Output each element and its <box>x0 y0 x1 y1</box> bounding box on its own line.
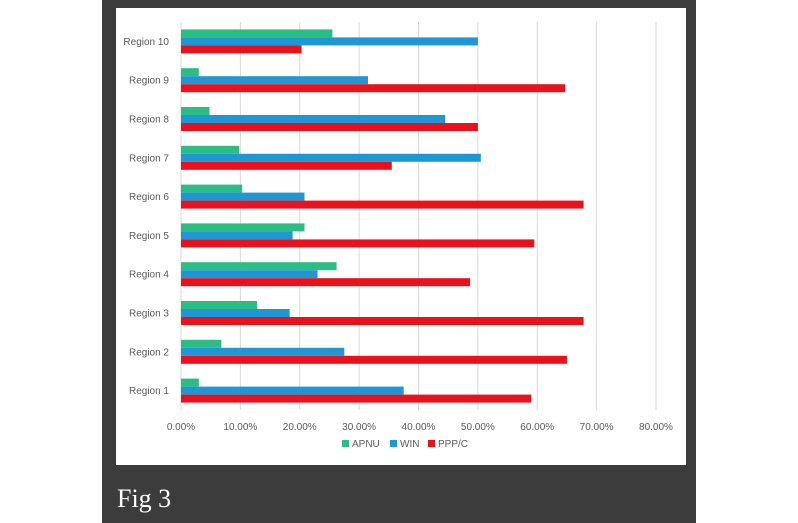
legend-swatch <box>390 440 397 447</box>
bar-win <box>181 231 293 240</box>
x-tick-label: 40.00% <box>402 422 436 433</box>
bar-apnu <box>181 301 257 309</box>
bar-win <box>181 76 369 85</box>
figure-caption: Fig 3 <box>117 484 172 513</box>
bar-ppp-c <box>181 317 584 325</box>
category-label: Region 3 <box>129 309 169 320</box>
bar-apnu <box>181 68 199 77</box>
x-tick-label: 20.00% <box>283 422 317 433</box>
category-label: Region 7 <box>129 153 169 164</box>
bar-win <box>181 270 318 279</box>
bar-apnu <box>181 378 199 387</box>
legend-swatch <box>428 440 435 447</box>
bar-apnu <box>181 223 305 232</box>
category-label: Region 4 <box>129 270 169 281</box>
bar-win <box>181 37 478 46</box>
bar-ppp-c <box>181 45 302 54</box>
x-tick-label: 70.00% <box>580 422 614 433</box>
x-tick-label: 60.00% <box>520 422 554 433</box>
chart-panel: 0.00% 10.00% 20.00% 30.00% 40.00% 50.00% 60.00… <box>116 8 686 465</box>
x-tick-label: 0.00% <box>167 422 195 433</box>
x-tick-label: 30.00% <box>342 422 376 433</box>
bar-ppp-c <box>181 123 478 131</box>
category-label: Region 9 <box>129 76 169 87</box>
bar-apnu <box>181 107 210 115</box>
bar-win <box>181 153 481 162</box>
x-tick-label: 10.00% <box>223 422 257 433</box>
x-tick-label: 80.00% <box>639 422 673 433</box>
legend-label: WIN <box>400 439 419 450</box>
legend-label: APNU <box>352 439 380 450</box>
bar-win <box>181 386 404 395</box>
x-tick-label: 50.00% <box>461 422 495 433</box>
bar-chart: 0.00% 10.00% 20.00% 30.00% 40.00% 50.00% 60.00… <box>123 22 673 450</box>
bar-ppp-c <box>181 161 392 170</box>
bar-ppp-c <box>181 355 567 364</box>
bar-ppp-c <box>181 200 584 209</box>
bar-apnu <box>181 145 240 154</box>
category-label: Region 8 <box>129 115 169 126</box>
category-label: Region 2 <box>129 347 169 358</box>
legend-label: PPP/C <box>438 439 468 450</box>
category-label: Region 6 <box>129 192 169 203</box>
bar-ppp-c <box>181 84 566 93</box>
legend-swatch <box>342 440 349 447</box>
bar-win <box>181 115 446 123</box>
category-label: Region 10 <box>123 37 169 48</box>
bar-win <box>181 309 290 317</box>
bar-apnu <box>181 339 222 348</box>
bar-ppp-c <box>181 239 535 248</box>
category-label: Region 5 <box>129 231 169 242</box>
bar-apnu <box>181 262 337 271</box>
bar-ppp-c <box>181 394 532 403</box>
bar-apnu <box>181 184 243 193</box>
category-label: Region 1 <box>129 386 169 397</box>
bar-apnu <box>181 29 333 38</box>
bar-win <box>181 192 305 201</box>
bar-win <box>181 347 345 356</box>
bar-ppp-c <box>181 278 471 287</box>
